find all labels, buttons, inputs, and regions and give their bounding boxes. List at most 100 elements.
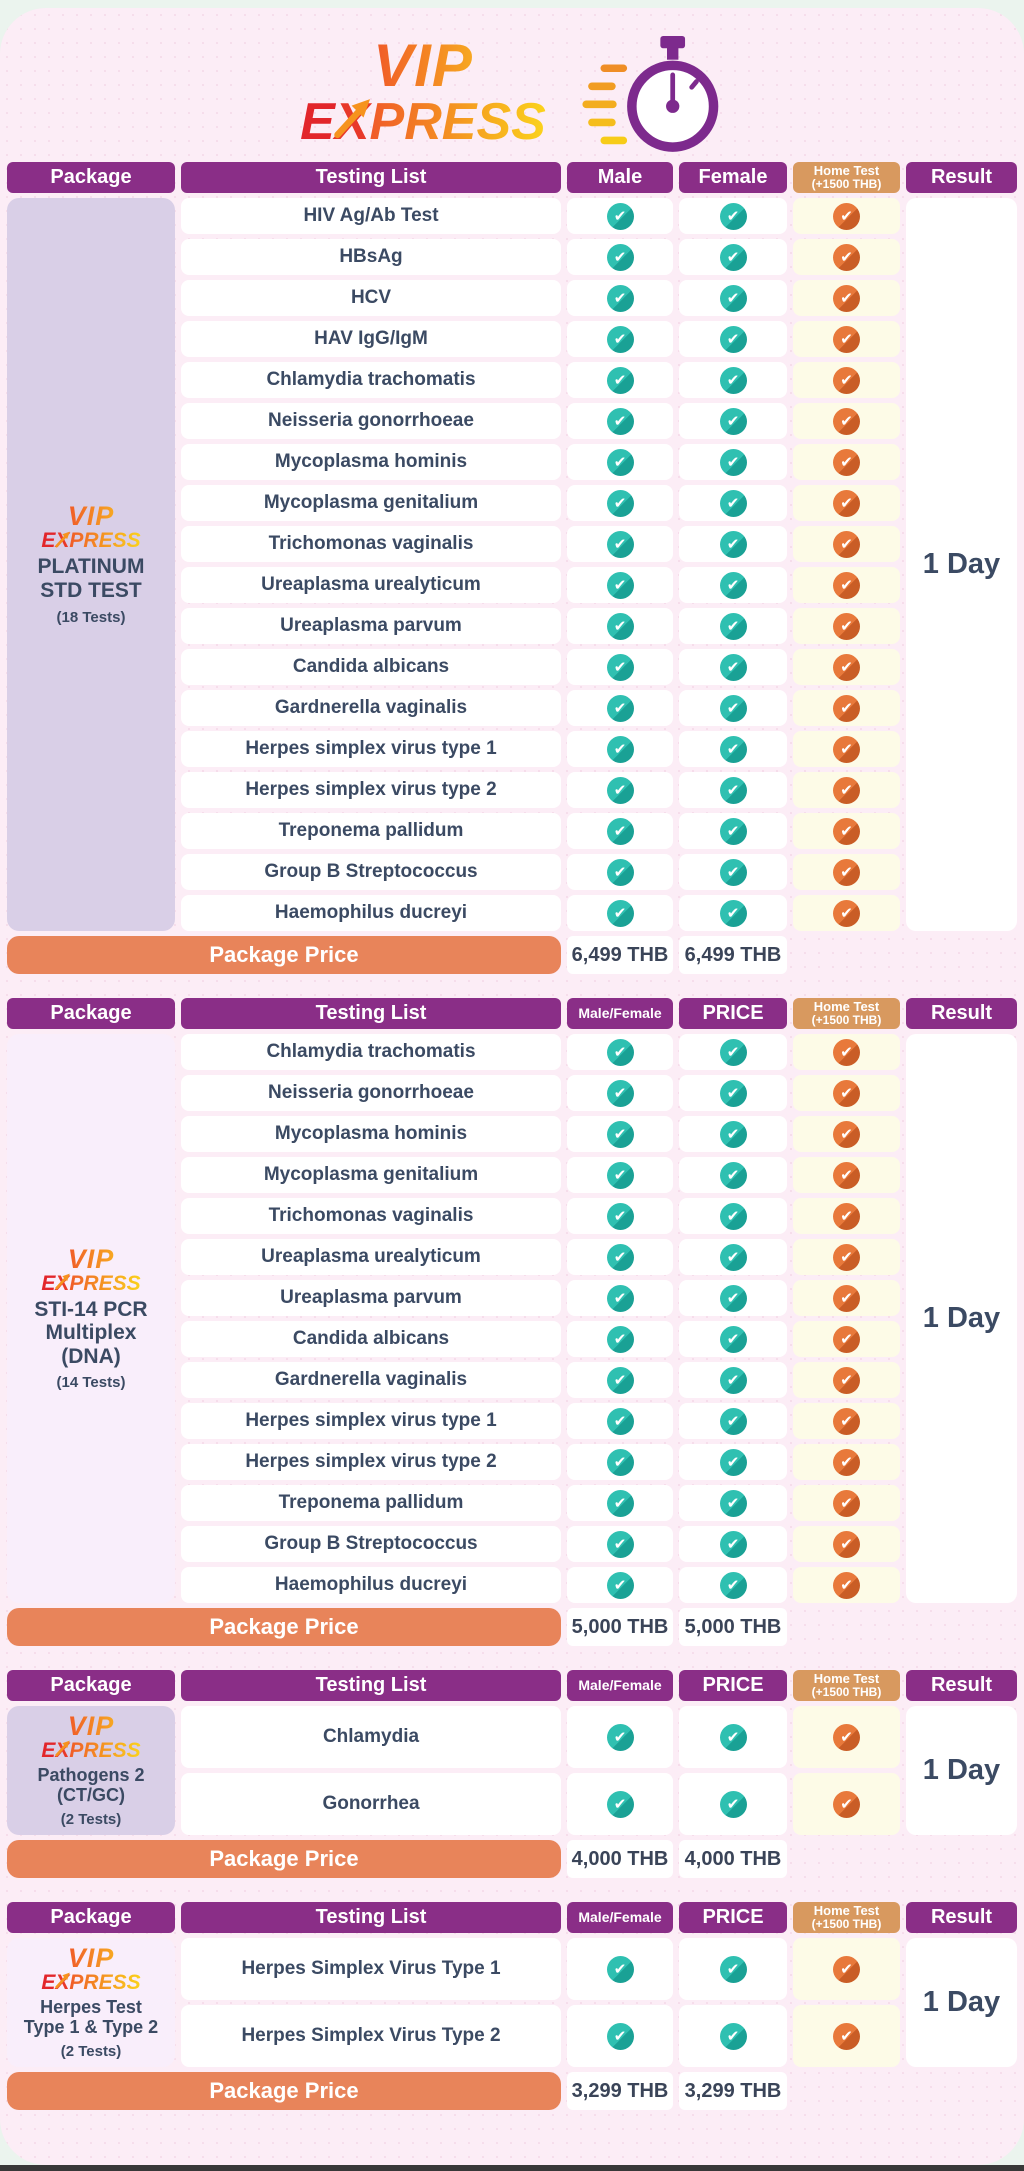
price-amount: 4,000 THB <box>571 1847 669 1870</box>
logo-letters-rest: PRESS <box>69 529 141 553</box>
check-icon: ✔ <box>606 1284 634 1312</box>
home-test-check-icon: ✔ <box>833 448 860 476</box>
header-col3-label: Male/Female <box>578 1677 662 1694</box>
package-name-line: STI-14 PCR <box>34 1297 148 1321</box>
check-cell: ✔ <box>679 198 787 234</box>
package-table: Package Testing List Male/Female PRICE Home … <box>0 1670 1024 1878</box>
home-test-check-icon: ✔ <box>833 1489 860 1517</box>
header-package: Package <box>7 162 175 193</box>
result-cell: 1 Day <box>906 1938 1017 2067</box>
check-icon: ✔ <box>606 407 634 435</box>
test-name-cell: Neisseria gonorrhoeae <box>181 1075 561 1111</box>
home-test-surcharge: (+1500 THB) <box>811 1917 882 1932</box>
test-name-cell: Trichomonas vaginalis <box>181 526 561 562</box>
test-name: Treponema pallidum <box>278 820 464 841</box>
test-name: Trichomonas vaginalis <box>268 1205 474 1226</box>
check-cell: ✔ <box>567 608 673 644</box>
check-cell: ✔ <box>679 649 787 685</box>
home-test-surcharge: (+1500 THB) <box>811 177 882 192</box>
vip-express-logo: VIPEXPRESS <box>300 32 546 151</box>
home-test-check-icon: ✔ <box>833 571 860 599</box>
test-name: Ureaplasma parvum <box>280 615 462 636</box>
check-cell: ✔ <box>793 1116 900 1152</box>
test-name-cell: Ureaplasma parvum <box>181 1280 561 1316</box>
package-name: Herpes Test Type 1 & Type 2 <box>24 1997 158 2037</box>
header-package: Package <box>7 1902 175 1933</box>
check-icon: ✔ <box>719 2022 747 2050</box>
check-icon: ✔ <box>719 817 747 845</box>
header-testing-list-label: Testing List <box>315 1002 427 1024</box>
check-icon: ✔ <box>606 653 634 681</box>
check-cell: ✔ <box>793 1706 900 1768</box>
package-name-line: (CT/GC) <box>57 1785 125 1805</box>
check-cell: ✔ <box>567 1157 673 1193</box>
test-name: Chlamydia trachomatis <box>266 369 476 390</box>
check-cell: ✔ <box>679 239 787 275</box>
package-name: Pathogens 2 (CT/GC) <box>37 1765 144 1805</box>
check-cell: ✔ <box>793 526 900 562</box>
check-cell: ✔ <box>679 1938 787 2000</box>
home-test-check-icon: ✔ <box>833 407 860 435</box>
header-col4: PRICE <box>679 1902 787 1933</box>
check-cell: ✔ <box>793 854 900 890</box>
check-cell: ✔ <box>793 649 900 685</box>
home-test-check-icon: ✔ <box>833 1530 860 1558</box>
logo-vip-text: VIP <box>67 501 115 532</box>
price-value: 3,299 THB <box>679 2072 787 2110</box>
test-name-cell: Ureaplasma urealyticum <box>181 1239 561 1275</box>
check-icon: ✔ <box>719 1120 747 1148</box>
logo: VIPEXPRESS <box>0 8 1024 162</box>
check-cell: ✔ <box>793 1239 900 1275</box>
package-name: PLATINUM STD TEST <box>38 555 145 602</box>
check-icon: ✔ <box>606 1202 634 1230</box>
test-name-cell: Herpes Simplex Virus Type 2 <box>181 2005 561 2067</box>
price-value: 5,000 THB <box>679 1608 787 1646</box>
test-name-cell: Chlamydia trachomatis <box>181 362 561 398</box>
package-test-count: (18 Tests) <box>56 608 126 626</box>
check-icon: ✔ <box>719 448 747 476</box>
header-col3-label: Male/Female <box>578 1005 662 1022</box>
check-icon: ✔ <box>606 899 634 927</box>
check-icon: ✔ <box>606 489 634 517</box>
package-name-line: (DNA) <box>61 1344 121 1368</box>
test-name: Mycoplasma hominis <box>274 1123 468 1144</box>
header-result: Result <box>906 162 1017 193</box>
package-price-label: Package Price <box>209 2078 359 2103</box>
header-result-label: Result <box>930 1674 993 1696</box>
check-cell: ✔ <box>679 608 787 644</box>
header-col4: Female <box>679 162 787 193</box>
check-cell: ✔ <box>679 444 787 480</box>
test-name-cell: Haemophilus ducreyi <box>181 1567 561 1603</box>
header-result-label: Result <box>930 1002 993 1024</box>
speed-line-icon <box>587 82 616 91</box>
header-testing-list-label: Testing List <box>315 1906 427 1928</box>
test-name-cell: Herpes simplex virus type 1 <box>181 731 561 767</box>
check-icon: ✔ <box>606 366 634 394</box>
logo-vip-text: VIP <box>67 1942 115 1973</box>
header-col3: Male <box>567 162 673 193</box>
logo-vip-text: VIP <box>373 32 473 99</box>
package-cell: VIPEXPRESSPLATINUMSTD TEST (18 Tests) <box>7 198 175 931</box>
speed-line-icon <box>582 100 617 109</box>
test-name-cell: Group B Streptococcus <box>181 1526 561 1562</box>
header-col3-label: Male/Female <box>578 1909 662 1926</box>
test-name-cell: Group B Streptococcus <box>181 854 561 890</box>
vip-express-logo: VIPEXPRESS <box>41 501 141 553</box>
check-icon: ✔ <box>719 1790 747 1818</box>
test-name-cell: Haemophilus ducreyi <box>181 895 561 931</box>
logo-letter-e: E <box>300 93 335 151</box>
speed-line-icon <box>600 136 627 145</box>
header-col3-label: Male <box>597 166 643 188</box>
package-name-line: STD TEST <box>40 579 142 602</box>
check-cell: ✔ <box>679 526 787 562</box>
test-name-cell: Neisseria gonorrhoeae <box>181 403 561 439</box>
check-icon: ✔ <box>719 325 747 353</box>
header-col3: Male/Female <box>567 1902 673 1933</box>
header-testing-list-label: Testing List <box>315 1674 427 1696</box>
check-cell: ✔ <box>793 1938 900 2000</box>
home-test-check-icon: ✔ <box>833 530 860 558</box>
header-result: Result <box>906 1670 1017 1701</box>
price-value: 5,000 THB <box>567 1608 673 1646</box>
package-cell: VIPEXPRESSPathogens 2(CT/GC)(2 Tests) <box>7 1706 175 1835</box>
test-name: HBsAg <box>339 246 403 267</box>
